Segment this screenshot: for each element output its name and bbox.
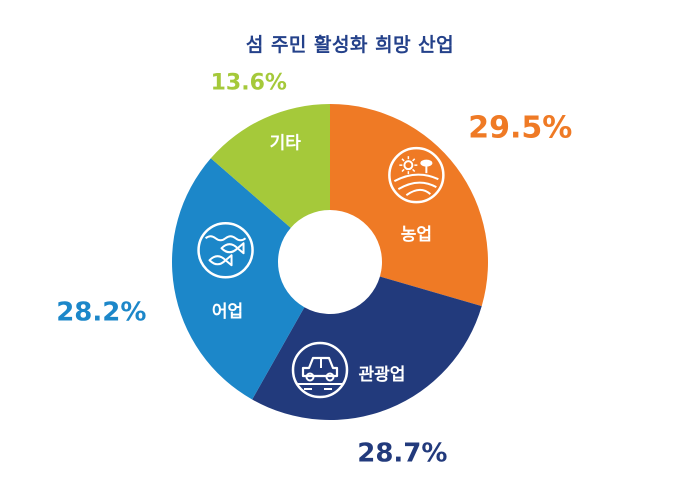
car-icon	[291, 341, 349, 399]
slice-label-3: 어업	[212, 302, 243, 322]
fish-icon	[197, 221, 254, 279]
slice-label-2: 관광업	[359, 365, 406, 385]
slice-4	[210, 104, 330, 228]
slice-1	[330, 104, 489, 307]
slice-label-1: 농업	[401, 225, 432, 245]
chart-title: 섬 주민 활성화 희망 산업	[245, 34, 455, 56]
pct-label-2: 28.7%	[357, 438, 447, 468]
pct-label-4: 13.6%	[211, 71, 287, 96]
pct-label-3: 28.2%	[56, 298, 146, 328]
slice-3	[171, 158, 305, 400]
pct-label-1: 29.5%	[468, 111, 572, 146]
slice-label-4: 기타	[270, 134, 302, 154]
farm-icon	[388, 146, 445, 204]
